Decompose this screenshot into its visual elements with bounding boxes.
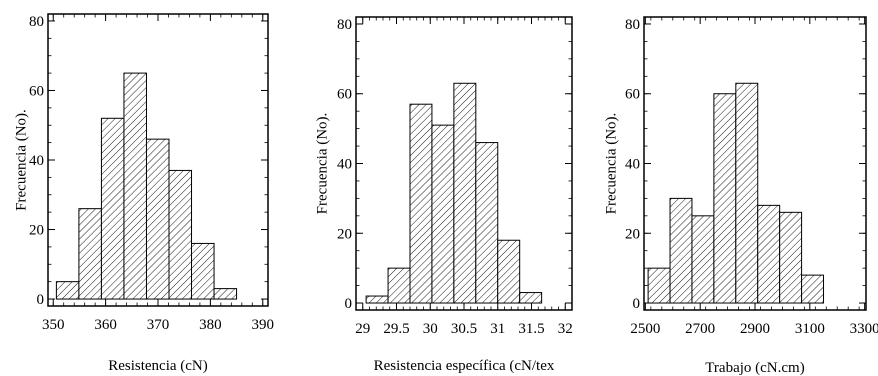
x-tick-label: 3300	[850, 321, 878, 337]
x-tick-label: 380	[199, 317, 222, 333]
y-tick-label: 20	[625, 226, 640, 242]
y-tick-label: 80	[29, 14, 44, 30]
y-tick-label: 0	[633, 296, 641, 312]
y-tick-label: 0	[37, 292, 45, 308]
y-axis-title: Frecuencia (No).	[314, 113, 330, 215]
x-tick-label: 390	[252, 317, 275, 333]
histogram-bar	[191, 242, 215, 300]
histogram-bar	[168, 169, 193, 300]
y-tick-label: 80	[625, 17, 640, 33]
y-tick-label: 60	[29, 83, 44, 99]
y-tick-label: 80	[337, 17, 352, 33]
histogram-bar	[409, 103, 433, 304]
x-tick-label: 3100	[795, 321, 825, 337]
histogram-bar	[431, 124, 455, 304]
histogram-bar	[519, 292, 543, 304]
histogram-bar	[735, 82, 759, 304]
histogram-bar	[123, 72, 147, 300]
x-tick-label: 30.5	[451, 321, 477, 337]
histogram-bar	[55, 281, 80, 300]
y-axis-title: Frecuencia (No).	[603, 113, 619, 215]
y-tick-label: 60	[625, 87, 640, 103]
y-tick-label: 40	[337, 157, 352, 173]
x-axis-title: Resistencia (cN)	[108, 358, 208, 374]
histogram-bar	[779, 211, 803, 304]
histogram-bar	[801, 274, 825, 304]
x-tick-label: 370	[147, 317, 170, 333]
histogram-bar	[475, 142, 499, 304]
y-tick-label: 40	[29, 153, 44, 169]
x-tick-label: 29.5	[383, 321, 409, 337]
x-tick-label: 350	[42, 317, 65, 333]
histogram-bar	[213, 288, 238, 300]
histogram-bar	[145, 138, 170, 300]
x-tick-label: 2700	[685, 321, 715, 337]
x-tick-label: 32	[558, 321, 573, 337]
y-tick-label: 60	[337, 87, 352, 103]
y-axis-title: Frecuencia (No).	[13, 109, 29, 211]
histogram-panel-resistencia: 0 20 40 60 80 350 360 370 380 390 Resistencia (c…	[13, 13, 275, 374]
x-tick-label: 31	[490, 321, 505, 337]
histogram-panel-trabajo: 0 20 40 60 80 2500 2700 2900 3100 3300 Trabajo (…	[603, 16, 878, 376]
x-tick-label: 29	[355, 321, 370, 337]
x-tick-label: 2500	[630, 321, 660, 337]
x-axis-title: Resistencia específica (cN/tex	[374, 358, 555, 374]
y-tick-label: 20	[337, 226, 352, 242]
histogram-panel-resistencia-especifica: 0 20 40 60 80 29 29.5 30 30.5 31 31.5 32 Resistenc…	[314, 16, 573, 374]
histogram-bar	[669, 197, 693, 304]
histogram-bar	[453, 82, 477, 304]
histogram-bar	[713, 93, 737, 304]
y-tick-label: 20	[29, 223, 44, 239]
histogram-bar	[691, 215, 715, 304]
histogram-bar	[647, 267, 671, 304]
x-tick-label: 360	[94, 317, 117, 333]
histogram-bar	[100, 117, 125, 300]
y-tick-label: 0	[345, 296, 353, 312]
histogram-bar	[757, 204, 781, 304]
x-tick-label: 31.5	[518, 321, 544, 337]
histogram-bar	[387, 267, 411, 304]
histogram-bar	[365, 295, 389, 304]
histogram-bar	[78, 208, 102, 300]
x-tick-label: 30	[423, 321, 438, 337]
y-tick-label: 40	[625, 157, 640, 173]
x-tick-label: 2900	[740, 321, 770, 337]
x-axis-title: Trabajo (cN.cm)	[705, 360, 804, 376]
histogram-bar	[497, 239, 521, 304]
